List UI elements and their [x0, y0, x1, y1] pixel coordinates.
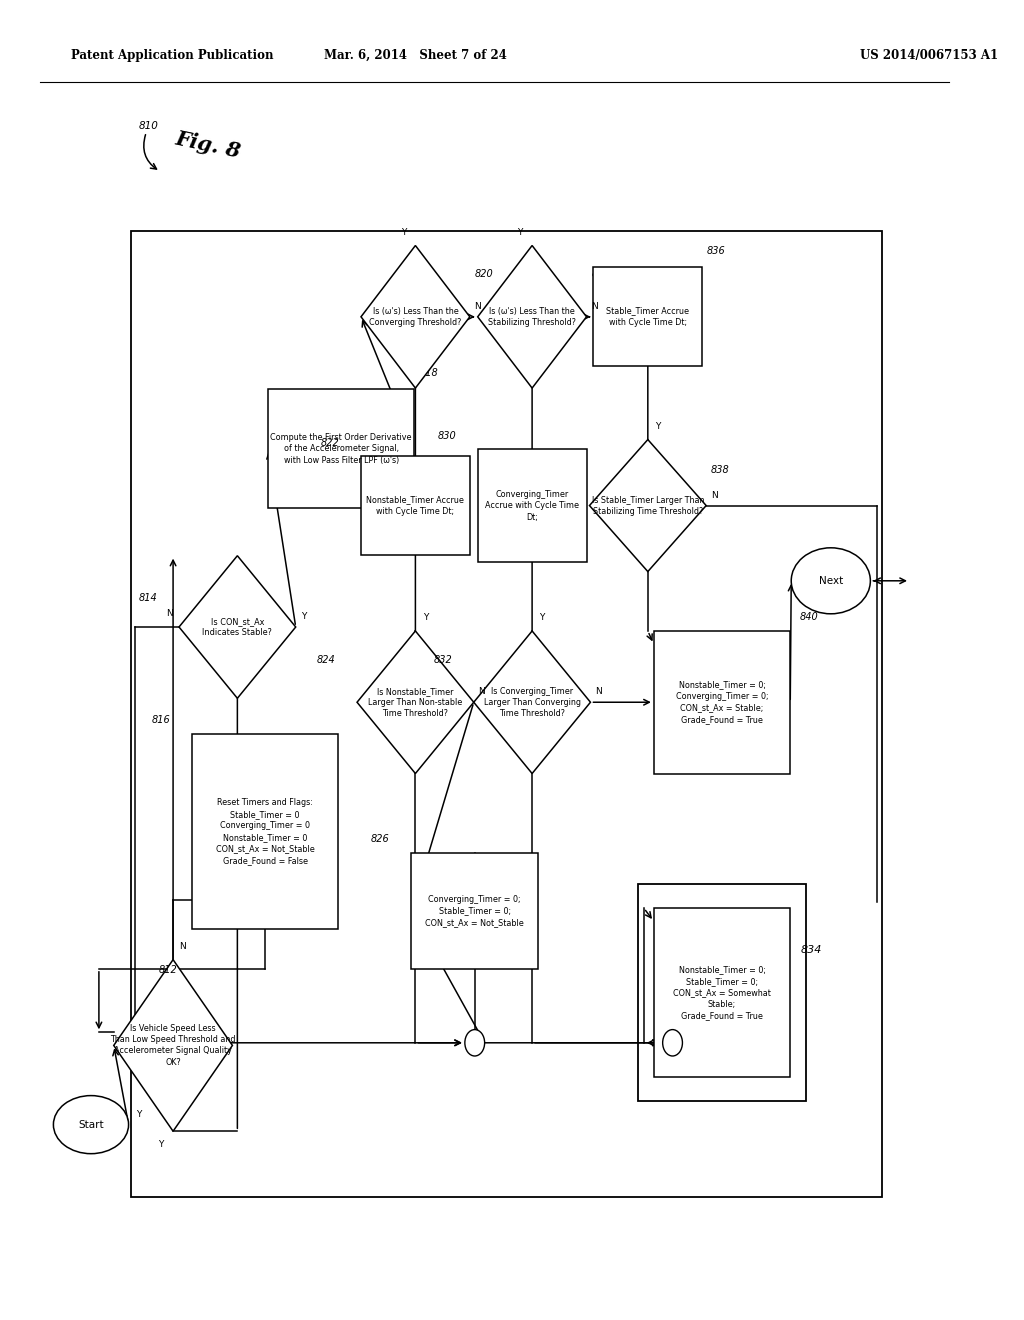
Text: Stable_Timer Accrue
with Cycle Time Dt;: Stable_Timer Accrue with Cycle Time Dt; [606, 306, 689, 327]
Text: 834: 834 [800, 945, 821, 956]
Circle shape [663, 1030, 682, 1056]
Text: 832: 832 [433, 655, 452, 665]
Text: Nonstable_Timer = 0;
Converging_Timer = 0;
CON_st_Ax = Stable;
Grade_Found = Tru: Nonstable_Timer = 0; Converging_Timer = … [676, 681, 768, 723]
FancyBboxPatch shape [653, 631, 791, 774]
Ellipse shape [792, 548, 870, 614]
Text: 812: 812 [159, 965, 177, 975]
Text: Reset Timers and Flags:
Stable_Timer = 0
Converging_Timer = 0
Nonstable_Timer = : Reset Timers and Flags: Stable_Timer = 0… [216, 799, 314, 865]
Polygon shape [478, 246, 587, 388]
Text: Nonstable_Timer Accrue
with Cycle Time Dt;: Nonstable_Timer Accrue with Cycle Time D… [367, 495, 464, 516]
Text: Y: Y [517, 228, 523, 236]
Text: US 2014/0067153 A1: US 2014/0067153 A1 [860, 49, 998, 62]
Text: Is (ω's) Less Than the
Converging Threshold?: Is (ω's) Less Than the Converging Thresh… [370, 306, 462, 327]
FancyBboxPatch shape [594, 267, 702, 366]
Text: Start: Start [78, 1119, 103, 1130]
Polygon shape [474, 631, 591, 774]
Text: Is Converging_Timer
Larger Than Converging
Time Threshold?: Is Converging_Timer Larger Than Convergi… [483, 686, 581, 718]
Text: Is Stable_Timer Larger Than
Stabilizing Time Threshold?: Is Stable_Timer Larger Than Stabilizing … [592, 495, 705, 516]
Text: Next: Next [818, 576, 843, 586]
Text: Y: Y [423, 614, 428, 622]
Text: Converging_Timer = 0;
Stable_Timer = 0;
CON_st_Ax = Not_Stable: Converging_Timer = 0; Stable_Timer = 0; … [425, 895, 524, 927]
Text: Compute the First Order Derivative
of the Accelerometer Signal,
with Low Pass Fi: Compute the First Order Derivative of th… [270, 433, 412, 465]
Ellipse shape [53, 1096, 129, 1154]
FancyBboxPatch shape [191, 734, 338, 929]
Text: 814: 814 [138, 593, 158, 603]
Text: 826: 826 [371, 834, 390, 845]
Text: 816: 816 [152, 715, 170, 726]
Text: Y: Y [136, 1110, 141, 1118]
Polygon shape [179, 556, 296, 698]
Text: Is Vehicle Speed Less
Than Low Speed Threshold and
Accelerometer Signal Quality
: Is Vehicle Speed Less Than Low Speed Thr… [111, 1024, 236, 1067]
Text: 818: 818 [420, 368, 438, 379]
Text: Converging_Timer
Accrue with Cycle Time
Dt;: Converging_Timer Accrue with Cycle Time … [485, 490, 580, 521]
FancyBboxPatch shape [653, 908, 791, 1077]
Text: Y: Y [400, 228, 407, 236]
Text: Patent Application Publication: Patent Application Publication [72, 49, 273, 62]
Text: Mar. 6, 2014   Sheet 7 of 24: Mar. 6, 2014 Sheet 7 of 24 [324, 49, 507, 62]
Text: Is Nonstable_Timer
Larger Than Non-stable
Time Threshold?: Is Nonstable_Timer Larger Than Non-stabl… [369, 686, 463, 718]
Text: N: N [179, 942, 186, 950]
Text: N: N [591, 302, 598, 310]
FancyBboxPatch shape [412, 853, 538, 969]
Text: 824: 824 [316, 655, 335, 665]
Polygon shape [357, 631, 474, 774]
Text: 828: 828 [592, 269, 610, 280]
Text: Y: Y [159, 1140, 164, 1148]
Text: 822: 822 [321, 437, 339, 447]
Text: 840: 840 [800, 612, 819, 623]
Text: 820: 820 [475, 269, 494, 280]
Text: N: N [474, 302, 481, 310]
Polygon shape [590, 440, 707, 572]
Text: N: N [711, 491, 718, 499]
Text: Nonstable_Timer = 0;
Stable_Timer = 0;
CON_st_Ax = Somewhat
Stable;
Grade_Found : Nonstable_Timer = 0; Stable_Timer = 0; C… [673, 965, 771, 1020]
Text: Is (ω's) Less Than the
Stabilizing Threshold?: Is (ω's) Less Than the Stabilizing Thres… [488, 306, 577, 327]
Circle shape [465, 1030, 484, 1056]
Text: Fig. 8: Fig. 8 [173, 128, 243, 162]
FancyBboxPatch shape [361, 457, 470, 554]
Text: N: N [478, 688, 485, 696]
Polygon shape [361, 246, 470, 388]
Text: Y: Y [655, 422, 660, 430]
Text: Y: Y [301, 612, 306, 620]
Text: 810: 810 [138, 121, 159, 132]
Text: Is CON_st_Ax
Indicates Stable?: Is CON_st_Ax Indicates Stable? [203, 616, 272, 638]
Text: 830: 830 [437, 430, 456, 441]
Text: Y: Y [540, 614, 545, 622]
Text: 836: 836 [708, 246, 726, 256]
Text: 838: 838 [711, 465, 730, 475]
Text: N: N [166, 610, 172, 618]
FancyBboxPatch shape [478, 449, 587, 562]
FancyBboxPatch shape [268, 389, 415, 508]
Polygon shape [114, 960, 232, 1131]
Text: N: N [595, 688, 602, 696]
